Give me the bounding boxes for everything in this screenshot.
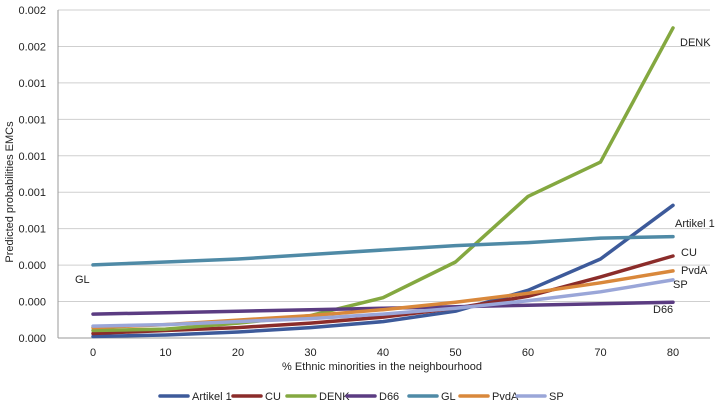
series-end-label: GL [75,274,90,286]
gridlines [58,9,710,339]
y-axis-title: Predicted probabilities EMCs [4,121,16,263]
x-tick-label: 40 [377,347,389,359]
x-axis-title: % Ethnic minorities in the neighbourhood [282,361,482,373]
series-end-label: D66 [653,304,673,316]
legend-label: DENK [319,391,350,403]
x-tick-label: 60 [522,347,534,359]
legend-label: D66 [379,391,399,403]
axes: 0.000 0.000 0.000 0.001 0.001 0.001 0.001 0.001… [18,5,710,359]
series-lines [91,26,675,339]
y-tick-label: 0.001 [18,78,46,90]
series-end-label: Artikel 1 [675,218,715,230]
x-tick-label: 70 [594,347,606,359]
y-tick-label: 0.002 [18,41,46,53]
y-tick-label: 0.000 [18,297,46,309]
legend-label: CU [265,391,281,403]
legend-label: Artikel 1 [192,391,232,403]
x-tick-label: 0 [90,347,96,359]
y-tick-label: 0.001 [18,114,46,126]
series-line [91,203,675,339]
y-tick-label: 0.000 [18,260,46,272]
x-tick-label: 50 [449,347,461,359]
y-tick-label: 0.002 [18,5,46,17]
x-tick-label: 30 [304,347,316,359]
y-tick-label: 0.001 [18,151,46,163]
legend: Artikel 1 CU DENK D66 GL PvdA SP [158,391,564,403]
x-tick-label: 10 [159,347,171,359]
series-line [91,234,675,267]
legend-label: SP [549,391,564,403]
series-end-label: PvdA [681,265,708,277]
y-tick-label: 0.001 [18,224,46,236]
x-tick-label: 20 [232,347,244,359]
series-line [91,278,675,328]
legend-label: PvdA [492,391,519,403]
series-end-label: SP [673,279,688,291]
legend-label: GL [441,391,456,403]
end-labels: Artikel 1 CU DENK D66 GL PvdA SP [75,37,715,316]
x-tick-label: 80 [667,347,679,359]
y-tick-label: 0.001 [18,187,46,199]
series-line [91,254,675,336]
series-end-label: DENK [680,37,711,49]
y-tick-label: 0.000 [18,333,46,345]
series-end-label: CU [681,247,697,259]
series-line [91,26,675,333]
